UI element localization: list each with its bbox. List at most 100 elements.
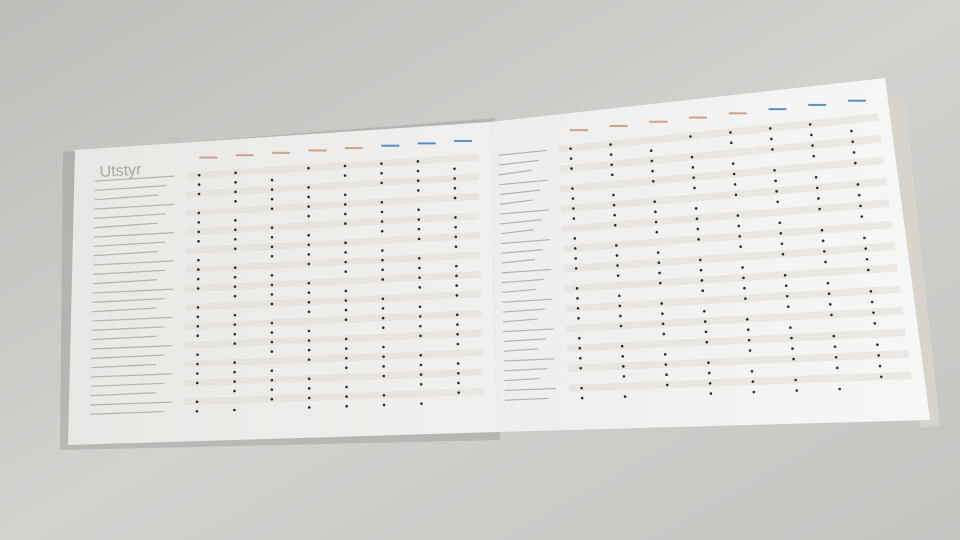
equipment-dot [770, 137, 773, 141]
equipment-dot [455, 264, 458, 268]
column-header [768, 108, 787, 111]
equipment-dot [736, 214, 740, 217]
equipment-dot [382, 403, 386, 407]
equipment-dot [197, 221, 201, 224]
equipment-dot [747, 338, 751, 342]
equipment-dot [577, 316, 580, 320]
row-label [500, 229, 534, 235]
table-row-band [185, 251, 481, 274]
equipment-dot [619, 324, 623, 328]
equipment-dot [233, 380, 236, 383]
column-header [381, 144, 400, 147]
equipment-dot [307, 387, 311, 390]
equipment-dot [344, 212, 347, 216]
equipment-dot [381, 326, 385, 330]
equipment-dot [233, 332, 237, 336]
row-label [93, 260, 174, 266]
equipment-dot [270, 245, 274, 249]
equipment-dot [660, 302, 663, 305]
equipment-dot [741, 266, 744, 269]
equipment-dot [856, 183, 860, 186]
row-label [502, 288, 537, 294]
equipment-dot [609, 143, 612, 146]
equipment-dot [573, 237, 577, 240]
equipment-dot [233, 361, 236, 364]
equipment-dot [854, 161, 857, 165]
equipment-dot [382, 345, 385, 349]
equipment-dot [344, 318, 348, 322]
equipment-dot [653, 200, 656, 203]
equipment-dot [616, 264, 619, 267]
equipment-dot [859, 204, 862, 208]
equipment-dot [609, 153, 613, 156]
equipment-dot [345, 385, 348, 389]
equipment-dot [580, 396, 584, 400]
equipment-dot [580, 386, 583, 390]
equipment-dot [699, 268, 703, 272]
equipment-dot [419, 373, 423, 376]
equipment-dot [270, 340, 274, 344]
equipment-dot [457, 371, 460, 375]
equipment-dot [307, 205, 310, 208]
equipment-dot [307, 291, 311, 294]
equipment-dot [821, 239, 825, 243]
equipment-dot [419, 353, 423, 357]
table-row-band [186, 212, 480, 236]
equipment-dot [197, 183, 201, 186]
table-row-band [559, 134, 882, 173]
row-label [502, 308, 545, 313]
equipment-dot [307, 358, 311, 361]
equipment-dot [613, 213, 616, 217]
equipment-dot [270, 350, 274, 353]
equipment-dot [657, 261, 661, 265]
equipment-dot [307, 406, 311, 409]
equipment-dot [234, 190, 237, 194]
equipment-dot [381, 249, 384, 252]
equipment-dot [834, 355, 838, 359]
row-label [92, 288, 173, 294]
equipment-dot [570, 167, 573, 170]
row-label [90, 401, 172, 406]
equipment-dot [270, 188, 274, 191]
equipment-dot [307, 329, 311, 333]
equipment-dot [197, 192, 201, 196]
equipment-dot [197, 230, 200, 234]
equipment-dot [233, 408, 236, 412]
equipment-dot [707, 361, 710, 365]
equipment-dot [729, 141, 733, 145]
equipment-dot [744, 297, 747, 300]
equipment-dot [307, 396, 311, 400]
equipment-dot [195, 400, 199, 404]
equipment-dot [739, 245, 742, 248]
equipment-dot [233, 313, 237, 317]
equipment-dot [233, 237, 237, 241]
row-label [93, 250, 158, 257]
equipment-dot [233, 294, 237, 298]
equipment-dot [789, 326, 792, 329]
row-label [499, 199, 533, 205]
equipment-dot [270, 293, 274, 296]
equipment-dot [196, 324, 200, 328]
equipment-dot [578, 346, 582, 350]
equipment-dot [197, 239, 200, 243]
equipment-dot [814, 176, 818, 179]
equipment-dot [307, 348, 311, 352]
equipment-dot [857, 193, 861, 197]
column-header [417, 142, 436, 145]
equipment-dot [197, 211, 201, 215]
equipment-dot [343, 164, 347, 168]
row-label [92, 279, 157, 285]
row-label [91, 345, 173, 350]
equipment-dot [345, 356, 348, 360]
equipment-dot [732, 172, 736, 176]
equipment-dot [381, 297, 385, 301]
equipment-dot [784, 284, 788, 287]
equipment-dot [234, 228, 237, 232]
equipment-dot [663, 353, 667, 356]
equipment-dot [579, 366, 583, 370]
equipment-dot [195, 409, 199, 413]
equipment-dot [234, 200, 237, 203]
equipment-dot [817, 197, 820, 200]
equipment-dot [196, 287, 200, 290]
equipment-dot [454, 225, 457, 229]
